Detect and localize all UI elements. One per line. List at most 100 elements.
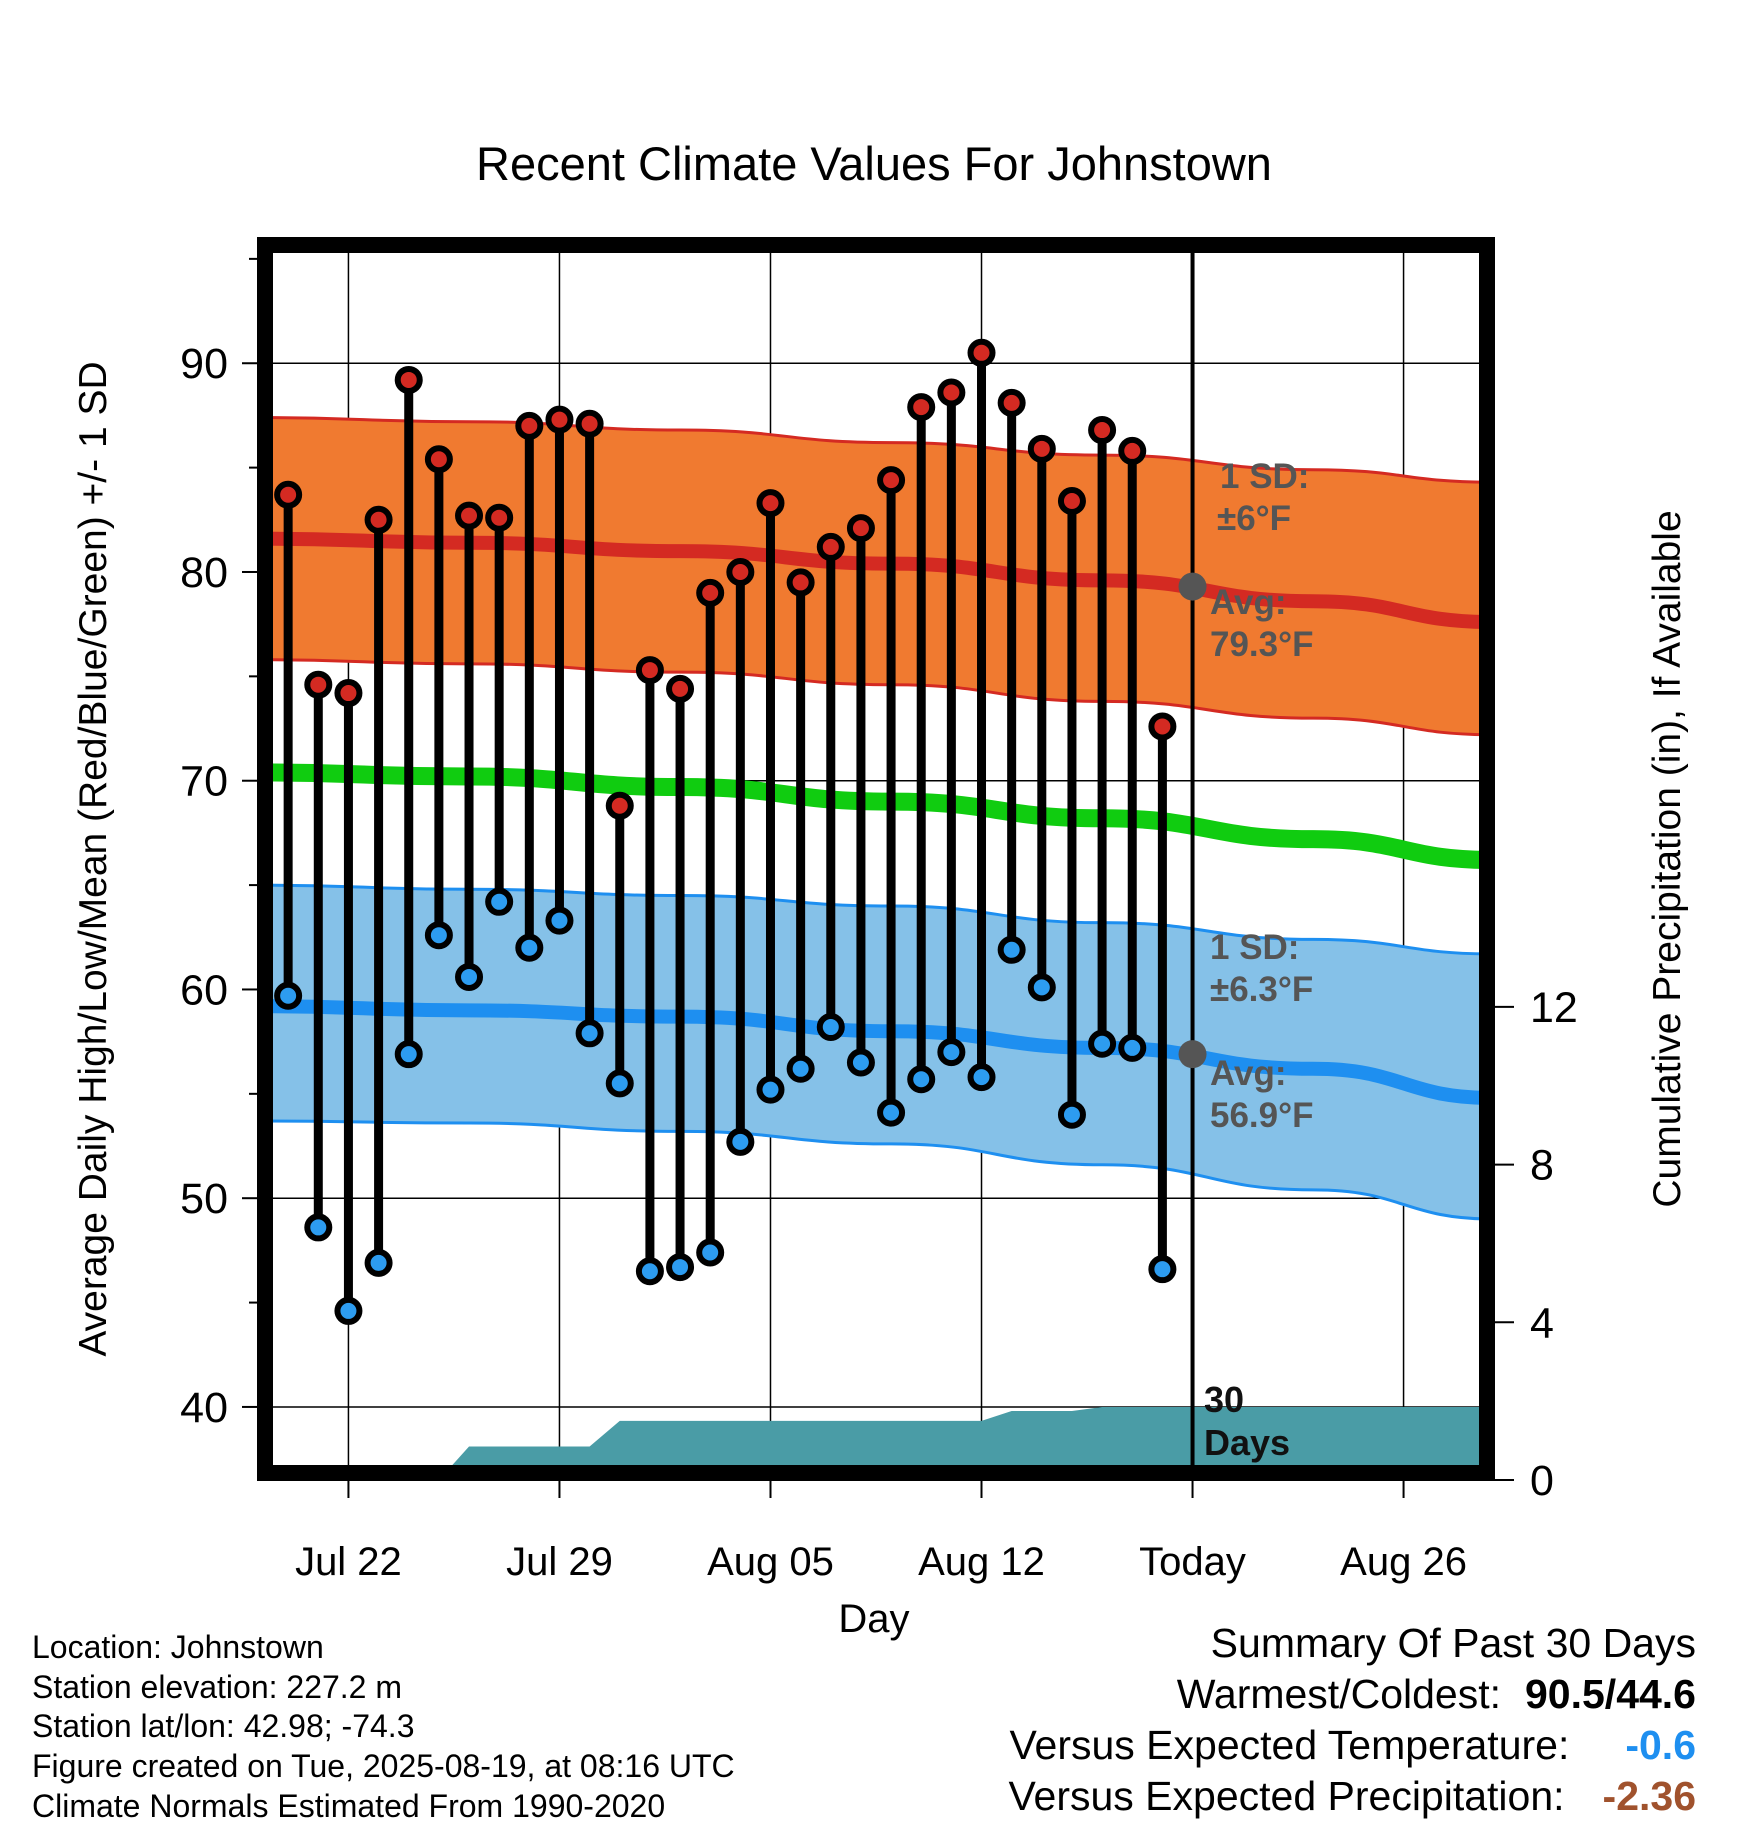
daily-low-marker: [605, 1069, 634, 1098]
low-band-lower-edge: [265, 1119, 1487, 1221]
daily-low-marker: [304, 1213, 333, 1242]
daily-high-marker: [485, 503, 514, 532]
daily-high-marker: [666, 674, 695, 703]
normal-mean-line: [265, 763, 1487, 869]
summary-temp: Versus Expected Temperature: -0.6: [1009, 1722, 1696, 1769]
daily-high-marker: [575, 409, 604, 438]
low-avg-marker: [1178, 1040, 1207, 1069]
high-avg-value: 79.3°F: [1210, 625, 1314, 664]
daily-low-marker: [334, 1296, 363, 1325]
precip-departure-label: Versus Expected Precipitation:: [1008, 1773, 1565, 1819]
warmest-coldest-value: 90.5/44.6: [1525, 1671, 1696, 1717]
daily-high-marker: [907, 393, 936, 422]
y-tick-label: 60: [180, 966, 228, 1014]
high-sd-band: [265, 417, 1487, 735]
daily-low-marker: [907, 1065, 936, 1094]
temp-departure-label: Versus Expected Temperature:: [1009, 1722, 1570, 1768]
daily-low-marker: [1088, 1029, 1117, 1058]
plot-frame: [257, 237, 1495, 1481]
daily-high-marker: [1118, 436, 1147, 465]
daily-high-marker: [605, 791, 634, 820]
y-tick-label: 90: [180, 340, 228, 388]
precip-departure-value: -2.36: [1602, 1773, 1696, 1819]
daily-low-marker: [666, 1253, 695, 1282]
daily-high-marker: [756, 489, 785, 518]
low-sd-value: ±6.3°F: [1210, 970, 1313, 1009]
daily-high-marker: [304, 670, 333, 699]
y2-tick-label: 12: [1530, 984, 1578, 1032]
daily-low-marker: [455, 962, 484, 991]
daily-high-marker: [394, 365, 423, 394]
daily-low-marker: [424, 921, 453, 950]
x-tick-label: Today: [1139, 1540, 1246, 1584]
daily-low-marker: [515, 933, 544, 962]
high-band-upper-edge: [265, 416, 1487, 484]
y-tick-label: 50: [180, 1175, 228, 1223]
daily-low-marker: [1027, 973, 1056, 1002]
y2-tick-label: 4: [1530, 1299, 1554, 1347]
y2-axis-label: Cumulative Precipitation (in), If Availa…: [1646, 510, 1689, 1207]
daily-high-marker: [877, 466, 906, 495]
period-unit: Days: [1204, 1422, 1290, 1463]
daily-high-marker: [816, 532, 845, 561]
low-sd-label: 1 SD:: [1210, 928, 1299, 967]
daily-low-marker: [575, 1019, 604, 1048]
daily-high-marker: [937, 378, 966, 407]
daily-low-marker: [846, 1048, 875, 1077]
daily-low-marker: [696, 1238, 725, 1267]
elevation-text: Station elevation: 227.2 m: [32, 1669, 403, 1705]
high-avg-label: Avg:: [1210, 583, 1286, 622]
daily-low-marker: [394, 1040, 423, 1069]
x-tick-label: Jul 29: [506, 1540, 613, 1584]
low-avg-value: 56.9°F: [1210, 1096, 1314, 1135]
daily-low-marker: [937, 1038, 966, 1067]
daily-high-marker: [635, 656, 664, 685]
daily-low-marker: [274, 981, 303, 1010]
low-sd-band: [265, 885, 1487, 1219]
daily-high-marker: [334, 679, 363, 708]
daily-high-marker: [786, 568, 815, 597]
y-tick-label: 40: [180, 1384, 228, 1432]
daily-high-marker: [424, 445, 453, 474]
daily-high-marker: [364, 505, 393, 534]
location-text: Location: Johnstown: [32, 1629, 324, 1665]
daily-high-marker: [1148, 712, 1177, 741]
warmest-coldest-label: Warmest/Coldest:: [1176, 1671, 1501, 1717]
daily-high-marker: [545, 405, 574, 434]
y-axis-label: Average Daily High/Low/Mean (Red/Blue/Gr…: [72, 361, 115, 1356]
daily-low-marker: [1148, 1255, 1177, 1284]
daily-low-marker: [877, 1098, 906, 1127]
y-tick-label: 70: [180, 758, 228, 806]
low-avg-label: Avg:: [1210, 1054, 1286, 1093]
normal-bands: [265, 416, 1487, 1221]
created-text: Figure created on Tue, 2025-08-19, at 08…: [32, 1748, 735, 1784]
daily-low-marker: [756, 1075, 785, 1104]
high-sd-label: 1 SD:: [1220, 457, 1309, 496]
daily-high-marker: [1057, 487, 1086, 516]
y2-tick-label: 8: [1530, 1142, 1554, 1190]
x-tick-label: Aug 12: [918, 1540, 1045, 1584]
daily-low-marker: [485, 887, 514, 916]
high-sd-value: ±6°F: [1217, 499, 1291, 538]
daily-high-marker: [515, 411, 544, 440]
temp-departure-value: -0.6: [1625, 1722, 1696, 1768]
x-tick-label: Aug 26: [1340, 1540, 1467, 1584]
x-axis-label: Day: [838, 1597, 909, 1641]
summary-warmest-coldest: Warmest/Coldest: 90.5/44.6: [1177, 1671, 1696, 1718]
daily-high-marker: [1027, 434, 1056, 463]
daily-high-marker: [846, 514, 875, 543]
y-tick-label: 80: [180, 549, 228, 597]
observations: [274, 238, 1195, 1480]
daily-high-marker: [1088, 416, 1117, 445]
high-avg-marker: [1178, 572, 1207, 601]
daily-high-marker: [696, 578, 725, 607]
summary-precip: Versus Expected Precipitation: -2.36: [1008, 1773, 1696, 1820]
x-tick-label: Jul 22: [295, 1540, 402, 1584]
daily-low-marker: [1118, 1033, 1147, 1062]
precipitation-area: [445, 1407, 1487, 1473]
daily-low-marker: [967, 1063, 996, 1092]
daily-low-marker: [726, 1127, 755, 1156]
daily-high-marker: [455, 501, 484, 530]
daily-low-marker: [1057, 1100, 1086, 1129]
